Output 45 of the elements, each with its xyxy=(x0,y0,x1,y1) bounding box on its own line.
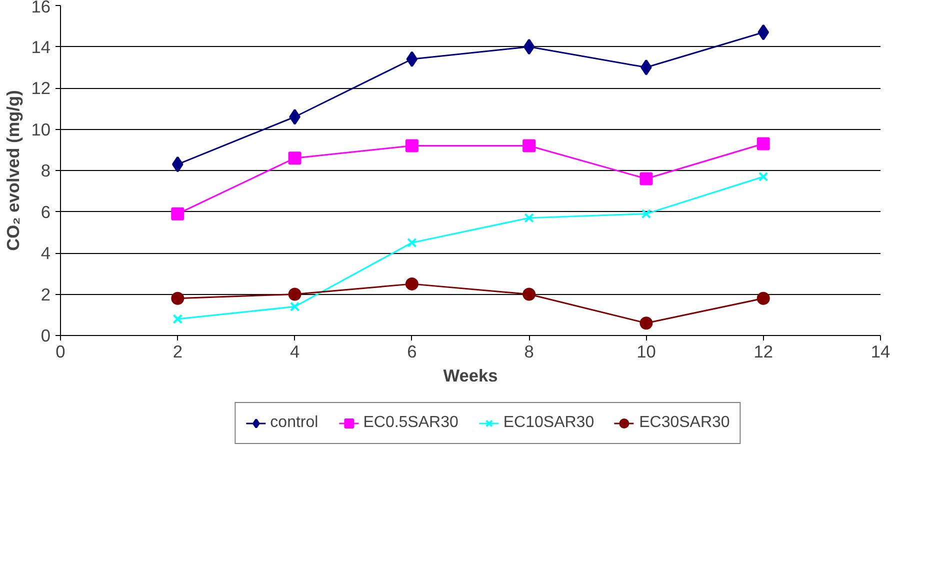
point xyxy=(756,137,770,150)
point xyxy=(171,292,184,305)
point xyxy=(522,139,536,152)
y-tick-label: 16 xyxy=(31,0,51,16)
point xyxy=(172,314,183,324)
x-tick-label: 10 xyxy=(636,342,656,362)
y-tick-label: 6 xyxy=(40,202,51,222)
x-axis-title: Weeks xyxy=(443,366,498,386)
legend-label: EC30SAR30 xyxy=(639,414,730,432)
point xyxy=(407,238,417,248)
point xyxy=(405,277,418,290)
legend-label: control xyxy=(270,414,318,432)
x-tick-label: 14 xyxy=(870,342,890,362)
point xyxy=(288,288,302,301)
x-tick-label: 0 xyxy=(56,342,66,362)
point xyxy=(523,38,535,55)
y-tick-label: 10 xyxy=(31,119,51,140)
x-tick-label: 8 xyxy=(524,342,534,362)
point xyxy=(405,139,418,152)
x-tick-label: 12 xyxy=(754,342,773,362)
point xyxy=(290,302,300,312)
y-axis-title: CO₂ evolved (mg/g) xyxy=(3,90,24,251)
y-tick-label: 12 xyxy=(31,78,51,98)
y-tick-label: 4 xyxy=(40,243,51,263)
point xyxy=(641,208,652,219)
point xyxy=(172,156,184,172)
point xyxy=(756,292,770,305)
point xyxy=(758,172,768,182)
y-tick-label: 0 xyxy=(40,326,51,346)
point xyxy=(524,213,534,223)
point xyxy=(640,316,653,330)
point xyxy=(171,207,184,220)
point xyxy=(640,172,653,186)
y-tick-label: 2 xyxy=(40,284,51,304)
x-tick-label: 4 xyxy=(290,342,300,362)
point xyxy=(522,288,536,301)
legend-label: EC0.5SAR30 xyxy=(363,414,458,432)
point xyxy=(758,24,770,40)
point xyxy=(406,51,418,68)
legend-label: EC10SAR30 xyxy=(503,414,594,432)
x-tick-label: 2 xyxy=(172,342,182,362)
point xyxy=(288,152,302,165)
y-tick-label: 8 xyxy=(40,160,51,180)
y-tick-label: 14 xyxy=(31,36,51,57)
x-tick-label: 6 xyxy=(407,342,417,362)
